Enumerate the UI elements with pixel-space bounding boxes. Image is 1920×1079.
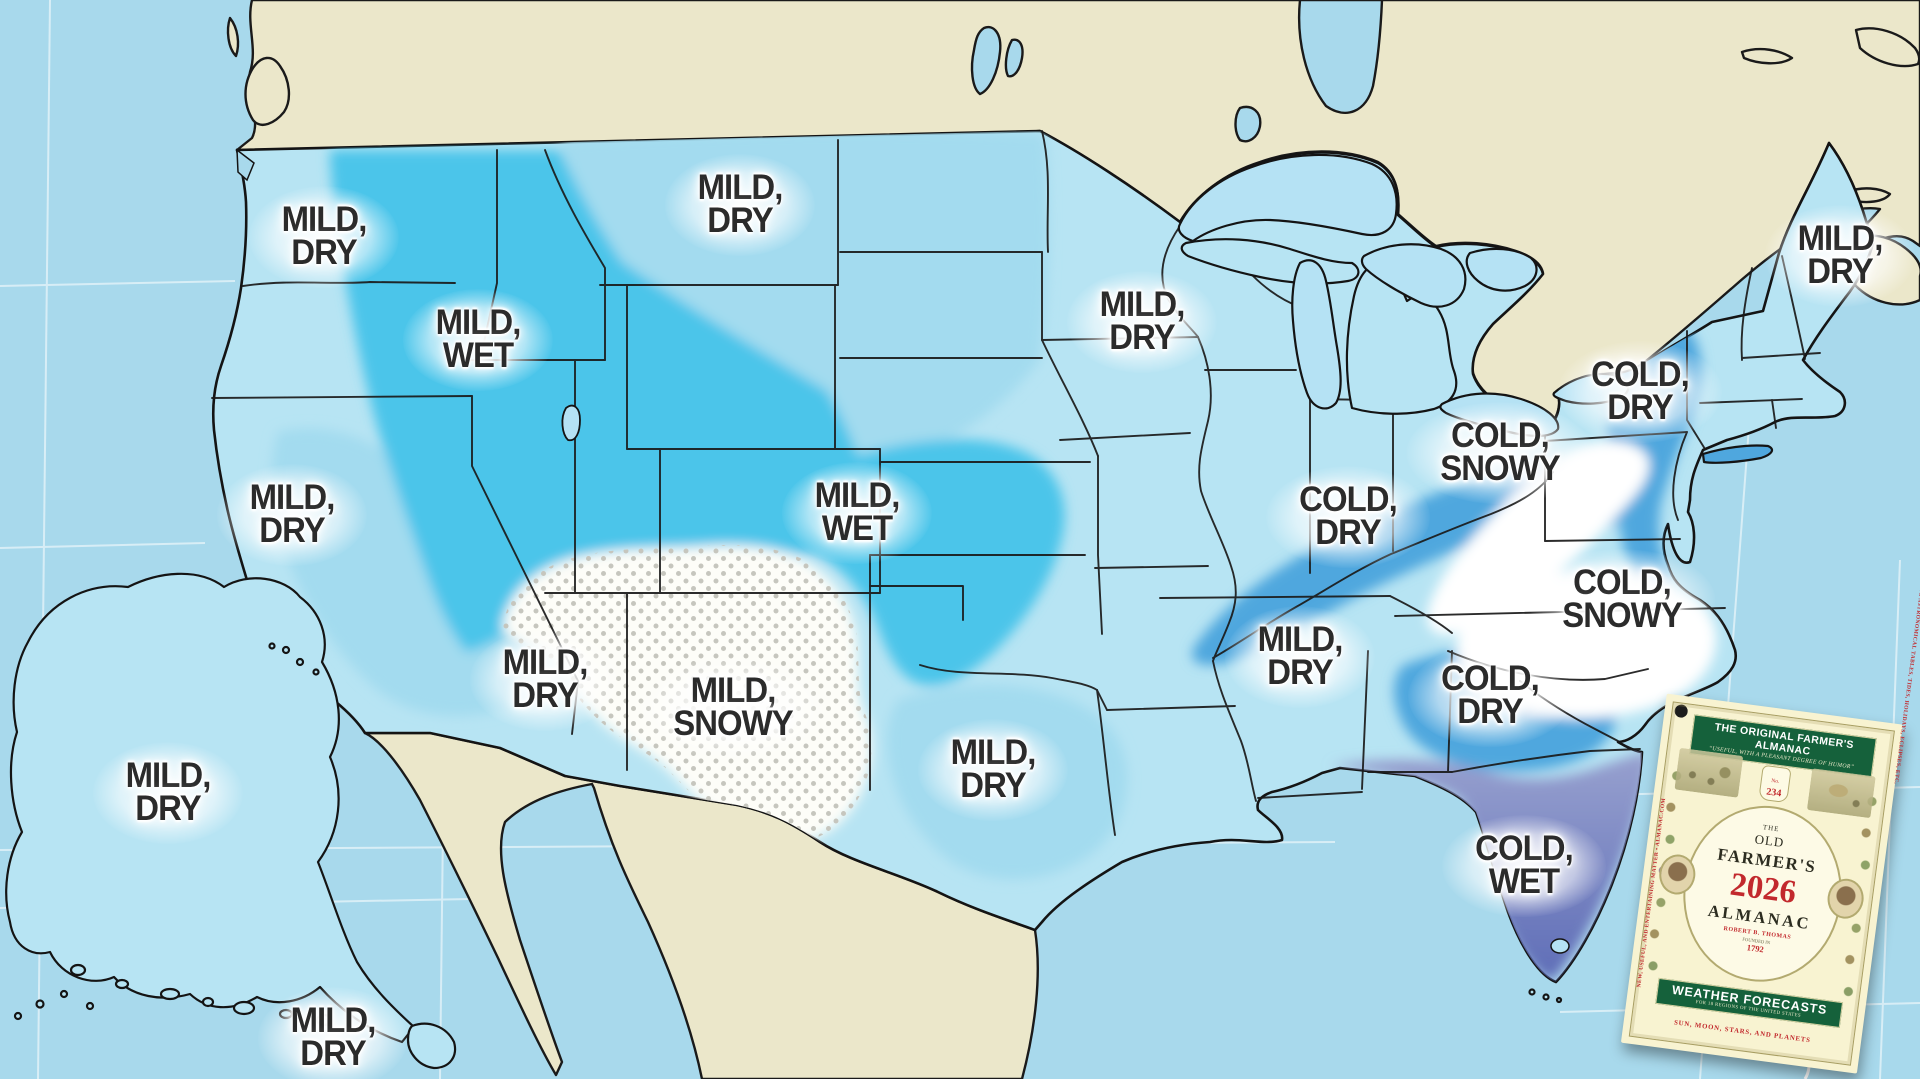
james-bay bbox=[1297, 0, 1384, 115]
engraving-farm-scene-left bbox=[1674, 747, 1744, 798]
anticosti-island bbox=[1740, 47, 1794, 65]
puget-sound bbox=[236, 148, 255, 182]
edition-number-shield: No. 234 bbox=[1758, 764, 1792, 804]
canadian-lake bbox=[970, 25, 1002, 96]
florida-key bbox=[1528, 988, 1536, 996]
hawaii-island bbox=[114, 978, 130, 990]
edition-number-label: No. bbox=[1770, 777, 1780, 785]
channel-island bbox=[268, 642, 276, 650]
vancouver-island bbox=[244, 56, 291, 126]
hawaii-island bbox=[232, 1000, 256, 1016]
lake-huron bbox=[1360, 243, 1467, 308]
channel-island bbox=[312, 668, 320, 676]
long-island bbox=[1701, 444, 1774, 464]
hawaii-island bbox=[69, 963, 87, 977]
haida-gwaii-island bbox=[226, 16, 240, 58]
hawaii-island bbox=[278, 1008, 294, 1020]
hawaii-island bbox=[201, 996, 215, 1008]
channel-island bbox=[295, 657, 305, 667]
newfoundland bbox=[1854, 27, 1920, 68]
lake-okeechobee bbox=[1550, 938, 1570, 954]
hawaii-island bbox=[315, 1013, 333, 1027]
lake-superior bbox=[1177, 153, 1398, 243]
canadian-lake bbox=[1004, 38, 1024, 78]
florida-key bbox=[1542, 993, 1550, 1001]
hawaii-big-island bbox=[406, 1022, 457, 1070]
almanac-cover: THE ORIGINAL FARMER'S ALMANAC “USEFUL, W… bbox=[1620, 541, 1920, 1074]
engraving-harvest-scene-right bbox=[1806, 768, 1876, 819]
lake-michigan bbox=[1291, 259, 1342, 410]
channel-island bbox=[281, 645, 291, 655]
georgian-bay bbox=[1465, 247, 1538, 292]
florida-key bbox=[1555, 996, 1563, 1004]
great-salt-lake bbox=[561, 404, 581, 442]
hawaii-island bbox=[159, 987, 181, 1001]
edition-number: 234 bbox=[1765, 786, 1782, 800]
canadian-lake bbox=[1234, 105, 1262, 143]
